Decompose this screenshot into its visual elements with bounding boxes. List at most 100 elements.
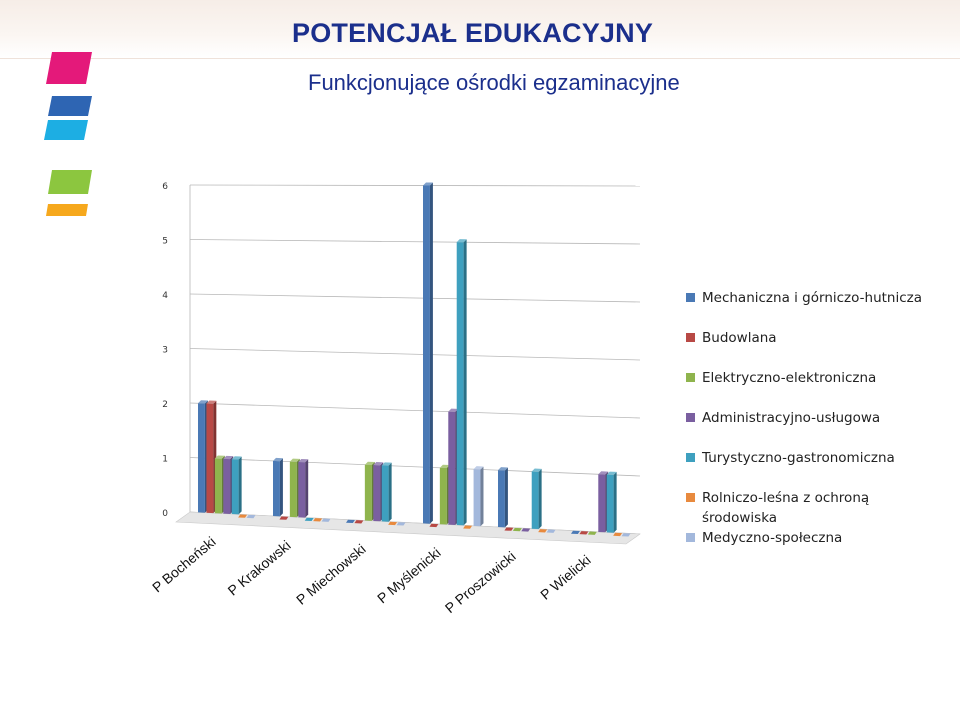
bar-top xyxy=(531,468,542,472)
bar-top xyxy=(373,462,384,466)
bar-front xyxy=(439,467,447,525)
bar xyxy=(298,458,309,518)
x-tick-label: P Myślenicki xyxy=(374,544,444,606)
y-tick-label: 6 xyxy=(162,182,168,192)
legend-swatch xyxy=(686,413,695,422)
bar xyxy=(587,531,597,535)
bar xyxy=(579,531,589,535)
bar xyxy=(321,518,331,522)
bar-front xyxy=(289,461,297,518)
bar-top xyxy=(289,458,300,462)
bar-zero xyxy=(313,518,323,522)
legend-item: Turystyczno-gastronomiczna xyxy=(686,448,936,468)
gridline xyxy=(189,402,641,419)
bar-zero xyxy=(246,514,256,519)
bar-zero xyxy=(463,525,473,529)
bar-side xyxy=(613,471,617,533)
header-band xyxy=(0,0,960,59)
bar-side xyxy=(305,459,309,518)
bar-zero xyxy=(321,518,331,522)
legend-label: Rolniczo-leśna z ochroną środowiska xyxy=(702,490,870,526)
bar-zero xyxy=(613,532,623,537)
y-axis-ticks: 0 1 2 3 4 5 6 xyxy=(162,182,168,519)
bar xyxy=(381,462,392,522)
bar-side xyxy=(504,467,508,528)
bar-top xyxy=(206,400,217,404)
bar xyxy=(313,518,323,522)
bar-zero xyxy=(429,523,439,528)
bar xyxy=(512,527,522,532)
bar-zero xyxy=(388,521,398,526)
stripes-logo-icon xyxy=(44,52,92,216)
y-tick-label: 0 xyxy=(162,509,168,519)
bar xyxy=(364,461,375,521)
legend-item: Rolniczo-leśna z ochroną środowiska xyxy=(686,488,936,528)
page-title: POTENCJAŁ EDUKACYJNY xyxy=(292,18,654,48)
bar xyxy=(279,516,289,520)
x-axis-labels: P Bocheński P Krakowski P Miechowski P Myśl… xyxy=(149,533,594,616)
bar-top xyxy=(231,456,242,460)
gridline xyxy=(189,184,641,187)
legend-item: Budowlana xyxy=(686,328,936,348)
bar-zero xyxy=(304,517,314,522)
bar xyxy=(388,521,398,526)
bar-zero xyxy=(621,533,631,537)
x-tick-label: P Wielicki xyxy=(537,552,594,603)
bar xyxy=(456,239,467,526)
legend-label: Elektryczno-elektroniczna xyxy=(702,370,877,386)
x-tick-label: P Miechowski xyxy=(293,541,369,608)
x-tick-label: P Bocheński xyxy=(149,533,219,595)
bar-top xyxy=(439,464,450,469)
legend-item: Elektryczno-elektroniczna xyxy=(686,368,936,388)
y-tick-label: 3 xyxy=(162,346,168,356)
gridline xyxy=(189,457,641,477)
x-tick-label: P Proszowicki xyxy=(442,548,519,616)
bar-side xyxy=(538,468,542,530)
bar xyxy=(273,457,283,517)
bar-front xyxy=(531,471,539,530)
bar-front xyxy=(298,461,306,518)
bar xyxy=(498,467,508,528)
bar-zero xyxy=(579,531,589,535)
bar-zero xyxy=(512,527,522,532)
gridline xyxy=(189,239,641,245)
floor-plane xyxy=(175,511,641,545)
bar-top xyxy=(381,462,392,466)
bar-top xyxy=(223,455,234,460)
bar-front xyxy=(598,474,606,533)
y-tick-label: 2 xyxy=(162,400,168,410)
bar-front xyxy=(381,465,389,522)
gridline xyxy=(189,293,641,303)
legend-swatch xyxy=(686,373,695,382)
y-tick-label: 1 xyxy=(162,455,168,465)
legend-item: Mechaniczna i górniczo-hutnicza xyxy=(686,288,936,308)
bar xyxy=(621,533,631,537)
bar-top xyxy=(598,471,609,475)
bar-top xyxy=(364,461,375,465)
bar xyxy=(521,528,531,532)
bar-top xyxy=(498,467,508,471)
bar-top xyxy=(298,458,309,463)
bar xyxy=(423,182,433,524)
bar-top xyxy=(606,471,617,475)
bar xyxy=(373,462,384,522)
bar-top xyxy=(448,408,459,412)
bar-front xyxy=(448,411,456,525)
legend-swatch xyxy=(686,533,695,542)
bar xyxy=(463,525,473,529)
legend-label: Medyczno-społeczna xyxy=(702,530,843,546)
y-tick-label: 4 xyxy=(162,291,168,301)
bar-zero xyxy=(521,528,531,532)
bar xyxy=(571,530,580,535)
bar xyxy=(346,519,355,524)
logo-stripe-cyan xyxy=(44,120,88,140)
bar-front xyxy=(606,474,614,533)
chart-floor xyxy=(175,511,641,545)
bar-top xyxy=(198,400,208,404)
bar-zero xyxy=(346,519,355,524)
legend-label: Mechaniczna i górniczo-hutnicza xyxy=(702,290,923,306)
chart-gridlines xyxy=(189,184,641,535)
bar-top xyxy=(473,466,484,470)
bar xyxy=(546,529,556,533)
bar xyxy=(531,468,542,530)
